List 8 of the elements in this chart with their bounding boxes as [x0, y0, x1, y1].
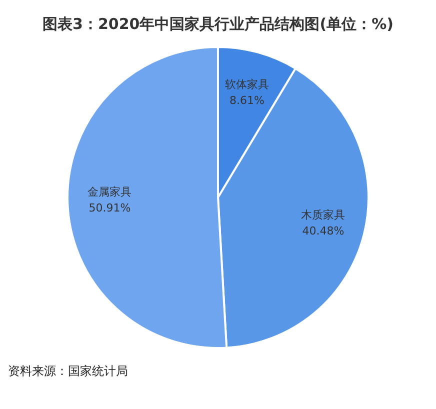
- slice-label: 软体家具: [224, 78, 269, 91]
- text: 资料来源：国家统计局: [8, 364, 128, 378]
- data-label: 8.61%: [229, 94, 264, 107]
- slice-label: 金属家具: [88, 185, 132, 198]
- data-label: 40.48%: [302, 224, 344, 238]
- chart-title: 图表3：2020年中国家具行业产品结构图(单位：%): [42, 14, 394, 33]
- data-label: 50.91%: [88, 201, 131, 214]
- slice-label: 木质家具: [301, 208, 346, 222]
